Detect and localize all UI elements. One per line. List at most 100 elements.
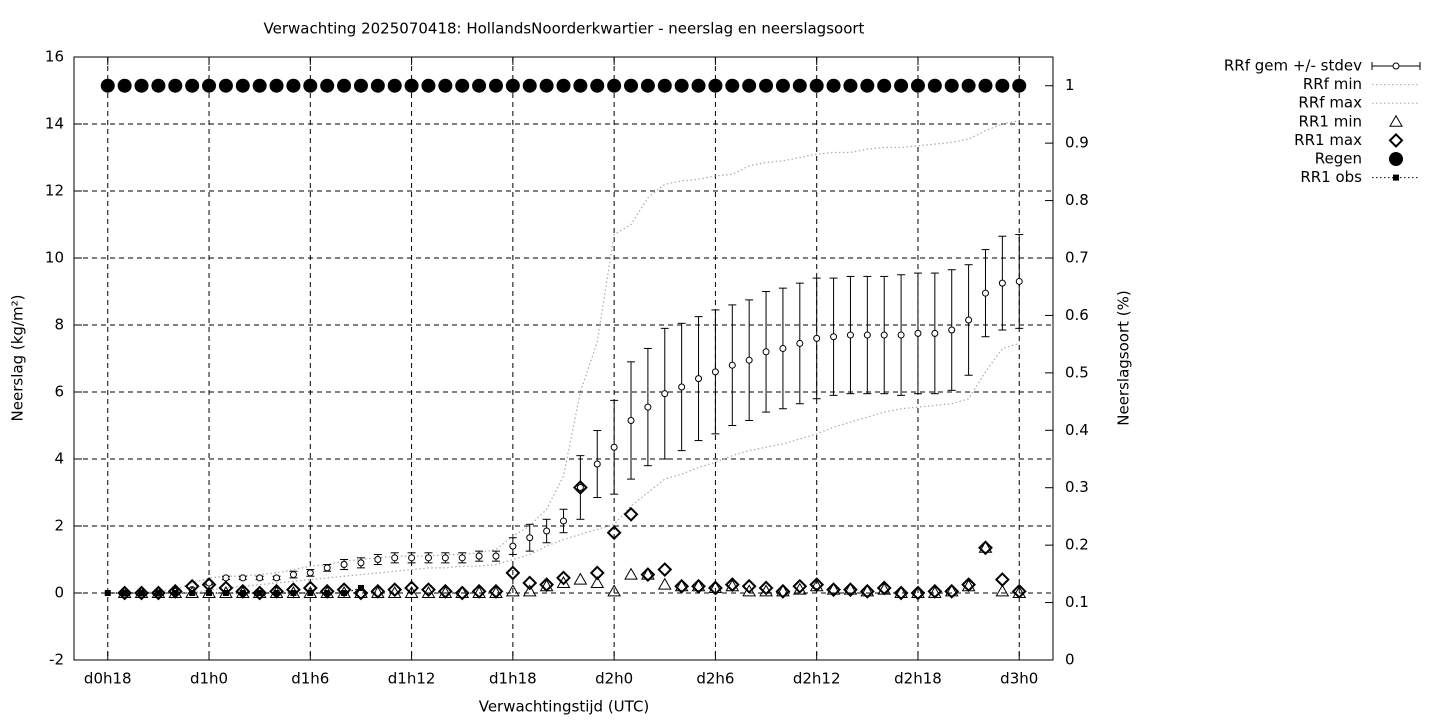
diamond-point	[927, 583, 943, 599]
diamond-point	[471, 583, 487, 599]
y2-tick-label: 0.6	[1065, 306, 1089, 324]
y-tick-label: 8	[54, 316, 64, 334]
rain-dot	[185, 78, 200, 93]
mean-point	[492, 552, 500, 560]
mean-point	[458, 554, 466, 562]
y-tick-label: 6	[54, 383, 64, 401]
mean-point	[222, 574, 230, 582]
legend-label: RRf max	[1298, 94, 1362, 112]
obs-point	[172, 590, 179, 596]
diamond-point	[269, 583, 284, 599]
triangle-point	[354, 585, 368, 598]
diamond-point	[353, 585, 369, 601]
diamond-point	[539, 577, 555, 593]
diamond-point	[910, 585, 926, 601]
diamond-point	[893, 585, 909, 601]
mean-point	[391, 554, 399, 562]
diamond-point	[404, 580, 420, 596]
mean-point	[424, 554, 432, 562]
legend-label: RRf gem +/- stdev	[1224, 57, 1362, 75]
rain-dot	[202, 78, 217, 93]
rain-dot	[134, 78, 149, 93]
rain-dot	[624, 78, 639, 93]
y-tick-label: 10	[45, 249, 64, 267]
diamond-point	[167, 583, 183, 599]
triangle-point	[911, 585, 925, 598]
mean-point	[813, 334, 821, 342]
rain-dot	[505, 78, 520, 93]
rain-dot	[168, 78, 183, 93]
y2-tick-label: 0.5	[1065, 363, 1089, 381]
diamond-point	[117, 585, 133, 601]
series-line	[124, 342, 1020, 594]
rain-dot	[961, 78, 976, 93]
triangle-point	[506, 584, 520, 597]
mean-point	[728, 361, 736, 369]
diamond-point	[792, 578, 808, 594]
mean-point	[374, 556, 382, 563]
diamond-point	[843, 582, 858, 598]
rain-dot	[894, 78, 909, 93]
triangle-point	[944, 584, 959, 597]
diamond-point	[978, 540, 993, 556]
triangle-point	[641, 567, 655, 580]
rain-dot	[100, 78, 115, 93]
rain-dot	[455, 78, 470, 93]
mean-point	[931, 329, 939, 337]
rain-dot	[269, 78, 284, 93]
rain-dot	[320, 78, 335, 93]
rain-dot	[927, 78, 942, 93]
diamond-point	[691, 578, 706, 594]
rain-dot	[117, 78, 132, 93]
obs-point	[239, 590, 246, 596]
rain-dot	[910, 78, 925, 93]
diamond-point	[657, 562, 673, 577]
triangle-point	[624, 567, 638, 580]
triangle-point	[691, 579, 706, 592]
y2-tick-label: 0.8	[1065, 191, 1089, 209]
diamond-point	[421, 582, 436, 598]
diamond-point	[488, 583, 504, 599]
rain-dot	[353, 78, 368, 93]
legend-swatch	[1388, 132, 1404, 148]
rain-dot	[472, 78, 487, 93]
mean-point	[273, 574, 281, 582]
diamond-point	[944, 583, 960, 599]
rain-dot	[995, 78, 1010, 93]
x-tick-label: d2h12	[793, 670, 841, 688]
diamond-point	[387, 582, 403, 598]
y2-tick-label: 0.2	[1065, 536, 1089, 554]
rain-dot	[944, 78, 959, 93]
triangle-point	[708, 580, 723, 593]
rain-dot	[674, 78, 689, 93]
mean-point	[695, 375, 703, 383]
rain-dot	[742, 78, 757, 93]
rain-dot	[337, 78, 352, 93]
mean-point	[256, 574, 264, 582]
mean-point	[998, 279, 1006, 287]
triangle-point	[843, 582, 858, 595]
legend-swatch	[1389, 114, 1403, 127]
mean-point	[408, 554, 416, 562]
triangle-point	[657, 577, 672, 590]
obs-point	[138, 590, 145, 596]
y-tick-label: 14	[45, 115, 64, 133]
mean-point	[1015, 277, 1023, 285]
obs-point	[256, 590, 263, 596]
legend-label: RRf min	[1303, 75, 1362, 93]
diamond-point	[724, 577, 740, 593]
y-tick-label: -2	[49, 651, 64, 669]
mean-point	[661, 390, 669, 398]
mean-point	[863, 331, 871, 339]
triangle-point	[826, 582, 841, 595]
mean-point	[441, 554, 449, 562]
mean-point	[357, 559, 365, 567]
rain-dot	[607, 78, 622, 93]
rain-dot	[691, 78, 706, 93]
diamond-point	[522, 575, 538, 591]
diamond-point	[707, 580, 723, 596]
rain-dot	[877, 78, 892, 93]
diamond-point	[370, 583, 386, 599]
